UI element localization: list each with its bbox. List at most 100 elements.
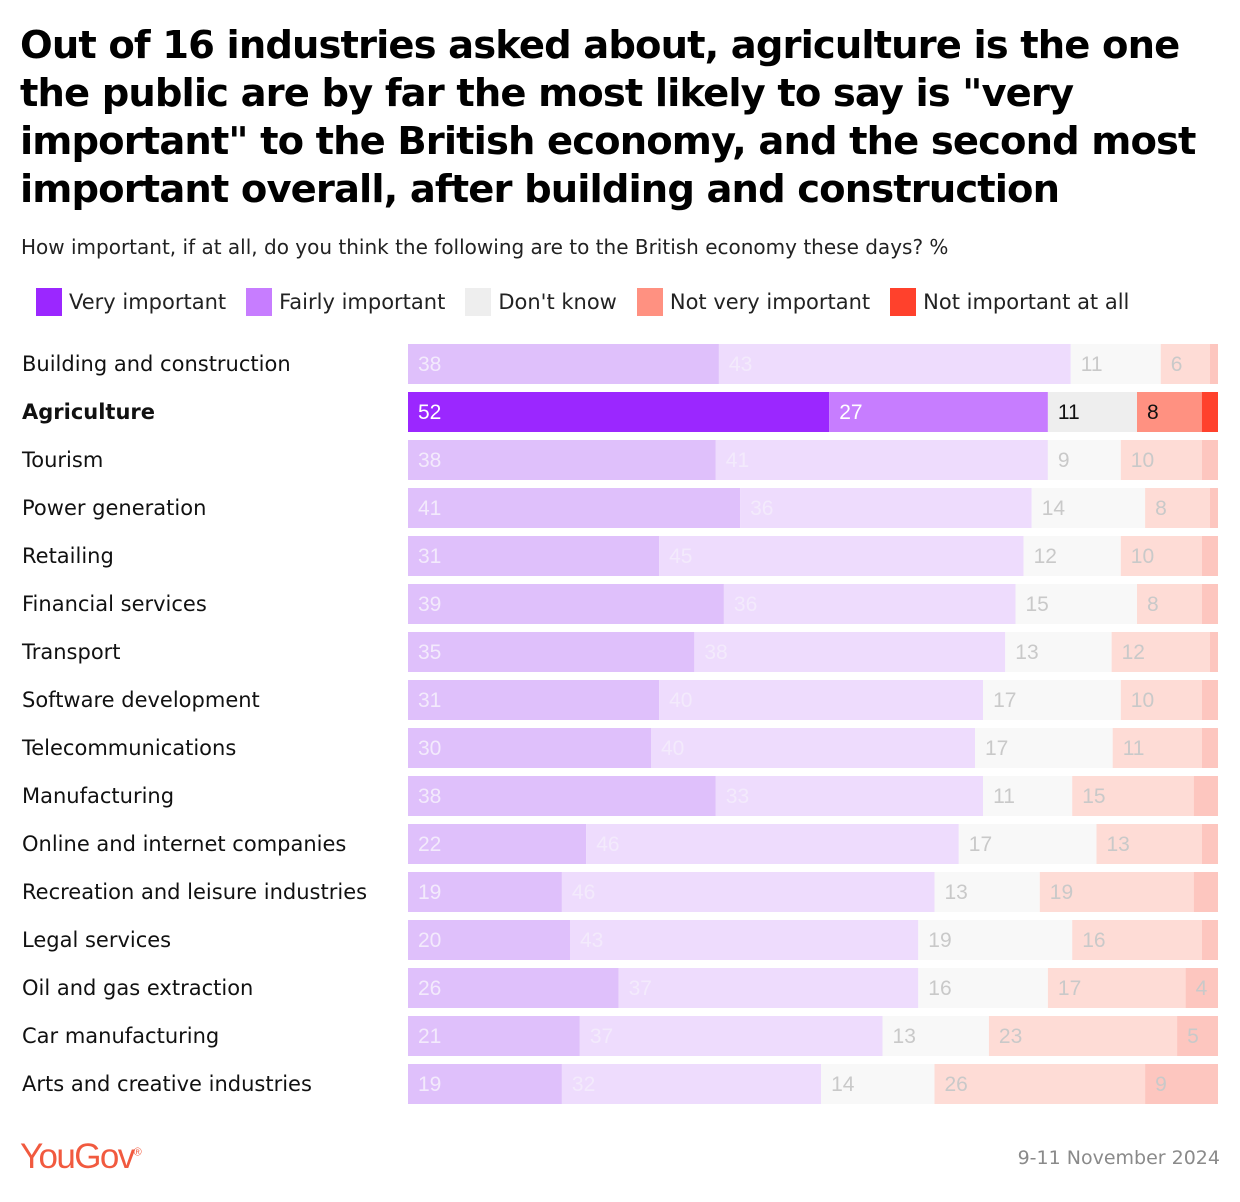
bar-segment-very-important [408, 440, 716, 480]
value-label: 26 [418, 977, 441, 1000]
bar-segment-not-very-important [1120, 440, 1202, 480]
value-label: 22 [418, 833, 441, 856]
bar-segment-don-t-know [934, 872, 1040, 912]
legend: Very important Fairly important Don't kn… [36, 286, 1149, 318]
category-label: Telecommunications [21, 736, 236, 760]
value-label: 33 [726, 785, 749, 808]
category-label: Power generation [22, 496, 206, 520]
value-label: 19 [418, 881, 441, 904]
value-label: 16 [928, 977, 951, 1000]
bar-segment-not-very-important [1137, 392, 1202, 432]
value-label: 40 [669, 689, 692, 712]
bar-segment-fairly-important [740, 488, 1032, 528]
stacked-bar-chart: Building and construction 38 43 11 6 Agricult… [21, 344, 1218, 1104]
bar-row-legal-services: Legal services 20 43 19 16 [22, 920, 1218, 960]
bar-segment-not-very-important [1137, 584, 1202, 624]
bar-row-software-development: Software development 31 40 17 10 [22, 680, 1218, 720]
bar-segment-don-t-know [983, 776, 1073, 816]
legend-swatch [465, 288, 492, 316]
value-label: 13 [1015, 641, 1038, 664]
value-label: 10 [1131, 689, 1154, 712]
value-label: 13 [1107, 833, 1130, 856]
value-label: 38 [418, 785, 441, 808]
bar-segment-not-important-at-all [1209, 632, 1218, 672]
bar-segment-don-t-know [975, 728, 1113, 768]
bar-segment-not-very-important [988, 1016, 1178, 1056]
value-label: 17 [993, 689, 1016, 712]
value-label: 12 [1122, 641, 1145, 664]
bar-segment-very-important [408, 632, 695, 672]
category-label: Tourism [21, 448, 103, 472]
bar-segment-very-important [408, 776, 716, 816]
value-label: 5 [1187, 1025, 1199, 1048]
bar-segment-don-t-know [882, 1016, 989, 1056]
bar-segment-very-important [408, 824, 587, 864]
bar-row-power-generation: Power generation 41 36 14 8 [22, 488, 1218, 528]
bar-segment-not-very-important [1111, 632, 1210, 672]
bar-segment-very-important [408, 392, 830, 432]
value-label: 11 [993, 785, 1015, 808]
bar-row-manufacturing: Manufacturing 38 33 11 15 [22, 776, 1218, 816]
legend-item-fairly-important: Fairly important [246, 288, 445, 316]
bar-segment-very-important [408, 968, 619, 1008]
category-label: Oil and gas extraction [22, 976, 253, 1000]
bar-segment-not-very-important [1112, 728, 1202, 768]
category-label: Online and internet companies [22, 832, 346, 856]
bar-segment-don-t-know [1070, 344, 1161, 384]
bar-row-recreation-and-leisure-industries: Recreation and leisure industries 19 46 13 1… [22, 872, 1218, 912]
value-label: 8 [1147, 401, 1159, 424]
legend-label: Very important [69, 290, 227, 314]
bar-segment-don-t-know [958, 824, 1097, 864]
value-label: 6 [1171, 353, 1183, 376]
category-label: Legal services [22, 928, 171, 952]
bar-segment-fairly-important [651, 728, 975, 768]
bar-segment-not-important-at-all [1201, 824, 1218, 864]
bar-segment-not-important-at-all [1145, 1064, 1218, 1104]
legend-label: Not important at all [923, 290, 1130, 314]
value-label: 19 [418, 1073, 441, 1096]
category-label: Financial services [22, 592, 207, 616]
bar-segment-not-important-at-all [1201, 680, 1218, 720]
bar-row-arts-and-creative-industries: Arts and creative industries 19 32 14 26 9 [22, 1064, 1218, 1104]
category-label: Arts and creative industries [22, 1072, 312, 1096]
bar-segment-not-important-at-all [1201, 440, 1218, 480]
bar-segment-fairly-important [561, 872, 935, 912]
value-label: 30 [418, 737, 441, 760]
bar-segment-fairly-important [829, 392, 1048, 432]
bar-row-car-manufacturing: Car manufacturing 21 37 13 23 5 [22, 1016, 1218, 1056]
value-label: 19 [928, 929, 951, 952]
bar-segment-not-important-at-all [1201, 728, 1218, 768]
legend-swatch [246, 288, 273, 316]
value-label: 27 [839, 401, 862, 424]
legend-label: Fairly important [279, 290, 446, 314]
bar-row-online-and-internet-companies: Online and internet companies 22 46 17 13 [22, 824, 1218, 864]
category-label: Recreation and leisure industries [22, 880, 367, 904]
bar-segment-don-t-know [821, 1064, 935, 1104]
value-label: 40 [661, 737, 684, 760]
bar-segment-don-t-know [1047, 392, 1137, 432]
value-label: 35 [418, 641, 441, 664]
bar-row-oil-and-gas-extraction: Oil and gas extraction 26 37 16 17 4 [22, 968, 1218, 1008]
chart-title: Out of 16 industries asked about, agricu… [20, 23, 1196, 212]
value-label: 9 [1058, 449, 1070, 472]
value-label: 19 [1050, 881, 1073, 904]
value-label: 39 [418, 593, 441, 616]
bar-segment-fairly-important [659, 680, 984, 720]
bar-segment-very-important [408, 728, 651, 768]
legend-label: Don't know [498, 290, 617, 314]
bar-segment-don-t-know [918, 920, 1073, 960]
legend-item-dont-know: Don't know [465, 288, 617, 316]
category-label: Transport [21, 640, 121, 664]
legend-item-not-very-important: Not very important [636, 288, 871, 316]
bar-segment-very-important [408, 536, 660, 576]
bar-row-building-and-construction: Building and construction 38 43 11 6 [22, 344, 1218, 384]
bar-segment-fairly-important [723, 584, 1016, 624]
category-label: Retailing [22, 544, 114, 568]
value-label: 41 [726, 449, 749, 472]
bar-segment-fairly-important [586, 824, 959, 864]
category-label: Agriculture [22, 400, 155, 424]
bar-segment-don-t-know [918, 968, 1048, 1008]
bar-segment-very-important [408, 872, 562, 912]
legend-label: Not very important [669, 290, 871, 314]
value-label: 11 [1123, 737, 1145, 760]
